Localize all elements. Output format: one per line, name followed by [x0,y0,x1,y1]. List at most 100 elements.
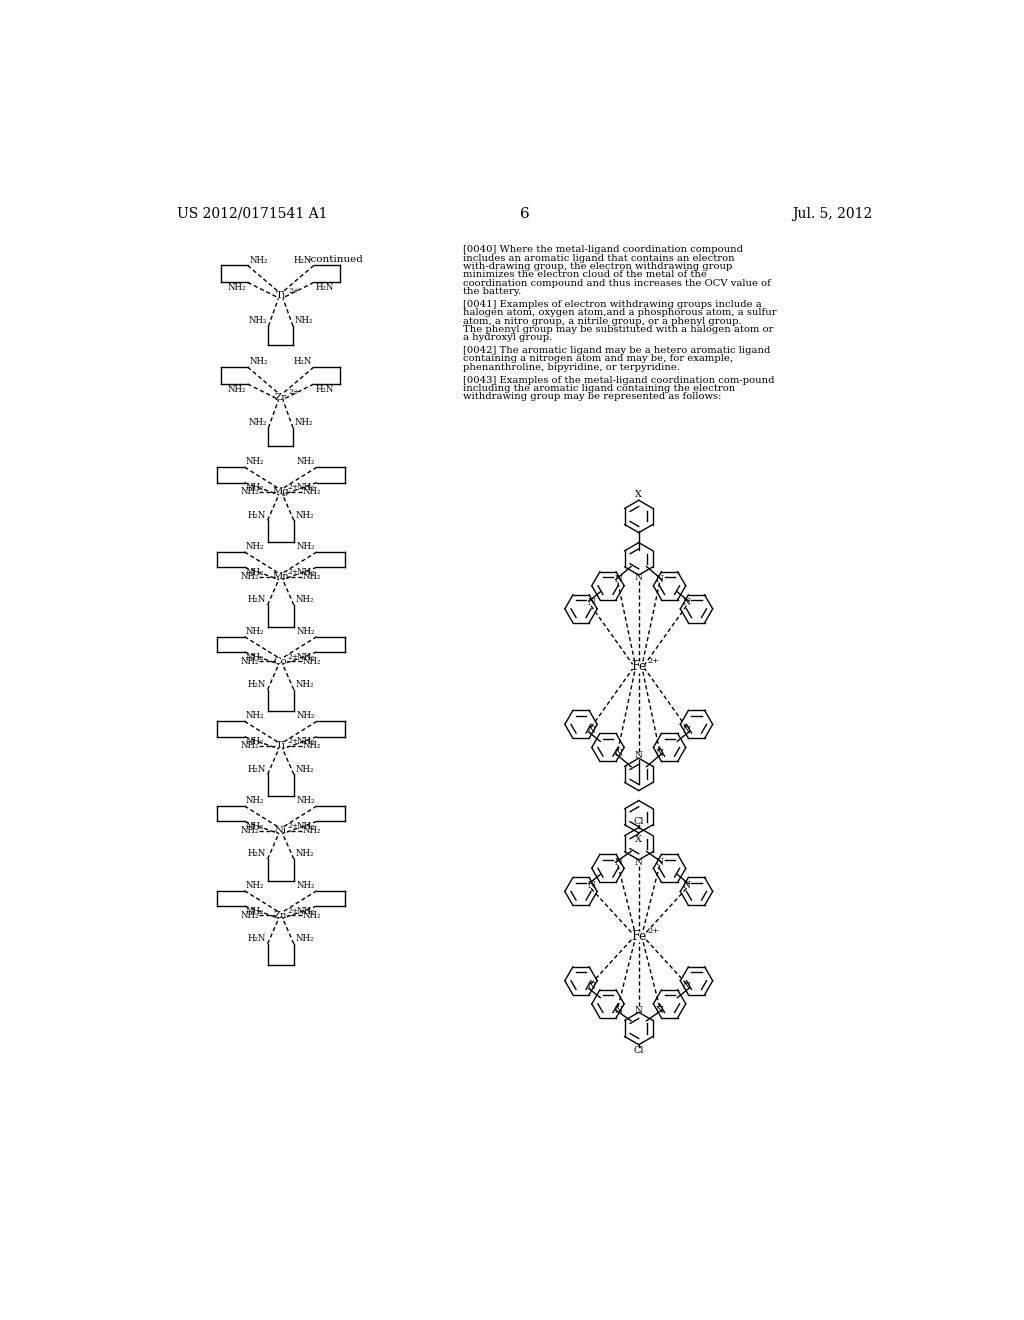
Text: withdrawing group may be represented as follows:: withdrawing group may be represented as … [463,392,722,401]
Text: NH₂: NH₂ [295,680,313,689]
Text: N: N [655,858,664,867]
Text: N: N [655,750,664,758]
Text: NH₂: NH₂ [297,822,315,832]
Text: Fe: Fe [631,929,646,942]
Text: NH₂: NH₂ [297,738,315,746]
Text: Mn: Mn [272,572,289,581]
Text: NH₂: NH₂ [302,657,321,665]
Text: [0042] The aromatic ligand may be a hetero aromatic ligand: [0042] The aromatic ligand may be a hete… [463,346,771,355]
Text: NH₂: NH₂ [241,742,259,750]
Text: NH₂: NH₂ [241,487,259,496]
Text: H₂N: H₂N [248,764,266,774]
Text: a hydroxyl group.: a hydroxyl group. [463,333,553,342]
Text: NH₂: NH₂ [295,935,313,942]
Text: NH₂: NH₂ [295,764,313,774]
Text: NH₂: NH₂ [297,907,315,916]
Text: NH₂: NH₂ [227,284,246,292]
Text: 2+: 2+ [288,907,299,915]
Text: NH₂: NH₂ [246,907,264,916]
Text: including the aromatic ligand containing the electron: including the aromatic ligand containing… [463,384,735,393]
Text: NH₂: NH₂ [295,595,313,605]
Text: NH₂: NH₂ [246,568,264,577]
Text: Mg: Mg [272,487,289,496]
Text: NH₂: NH₂ [246,458,264,466]
Text: Ni: Ni [274,826,287,836]
Text: Fe: Fe [631,660,646,673]
Text: NH₂: NH₂ [295,317,313,326]
Text: [0043] Examples of the metal-ligand coordination com-pound: [0043] Examples of the metal-ligand coor… [463,376,775,384]
Text: H₂N: H₂N [315,284,334,292]
Text: H₂N: H₂N [315,385,334,393]
Text: H₂N: H₂N [294,256,312,264]
Text: H₂N: H₂N [248,680,266,689]
Text: NH₂: NH₂ [246,880,264,890]
Text: 2+: 2+ [289,388,300,396]
Text: minimizes the electron cloud of the metal of the: minimizes the electron cloud of the meta… [463,271,708,280]
Text: The phenyl group may be substituted with a halogen atom or: The phenyl group may be substituted with… [463,325,773,334]
Text: Jul. 5, 2012: Jul. 5, 2012 [793,207,872,220]
Text: N: N [635,1006,643,1015]
Text: NH₂: NH₂ [246,822,264,832]
Text: Cl: Cl [634,1047,644,1055]
Text: NH₂: NH₂ [241,657,259,665]
Text: H₂N: H₂N [248,935,266,942]
Text: N: N [587,598,595,607]
Text: X: X [635,834,642,843]
Text: NH₂: NH₂ [241,826,259,836]
Text: US 2012/0171541 A1: US 2012/0171541 A1 [177,207,328,220]
Text: NH₂: NH₂ [249,317,267,326]
Text: N: N [614,858,622,867]
Text: NH₂: NH₂ [250,358,268,367]
Text: 2+: 2+ [288,738,299,746]
Text: NH₂: NH₂ [246,738,264,746]
Text: N: N [587,726,595,735]
Text: N: N [635,751,643,760]
Text: N: N [635,858,643,867]
Text: containing a nitrogen atom and may be, for example,: containing a nitrogen atom and may be, f… [463,355,733,363]
Text: NH₂: NH₂ [297,543,315,552]
Text: Co: Co [273,657,288,665]
Text: NH₂: NH₂ [241,572,259,581]
Text: N: N [614,576,622,583]
Text: N: N [655,576,664,583]
Text: atom, a nitro group, a nitrile group, or a phenyl group.: atom, a nitro group, a nitrile group, or… [463,317,741,326]
Text: with-drawing group, the electron withdrawing group: with-drawing group, the electron withdra… [463,263,732,271]
Text: 2+: 2+ [288,652,299,660]
Text: NH₂: NH₂ [302,572,321,581]
Text: NH₂: NH₂ [246,543,264,552]
Text: NH₂: NH₂ [297,653,315,661]
Text: [0041] Examples of electron withdrawing groups include a: [0041] Examples of electron withdrawing … [463,300,762,309]
Text: NH₂: NH₂ [302,826,321,836]
Text: NH₂: NH₂ [297,711,315,721]
Text: NH₂: NH₂ [295,849,313,858]
Text: N: N [683,982,690,991]
Text: phenanthroline, bipyridine, or terpyridine.: phenanthroline, bipyridine, or terpyridi… [463,363,680,372]
Text: 2+: 2+ [289,286,300,294]
Text: NH₂: NH₂ [246,711,264,721]
Text: N: N [614,1006,622,1015]
Text: N: N [655,1006,664,1015]
Text: coordination compound and thus increases the OCV value of: coordination compound and thus increases… [463,279,771,288]
Text: 2+: 2+ [288,483,299,491]
Text: Zr: Zr [274,392,287,401]
Text: N: N [635,573,643,582]
Text: N: N [614,750,622,758]
Text: 2+: 2+ [288,568,299,576]
Text: NH₂: NH₂ [246,483,264,492]
Text: NH₂: NH₂ [246,653,264,661]
Text: NH₂: NH₂ [246,627,264,636]
Text: NH₂: NH₂ [249,418,267,428]
Text: NH₂: NH₂ [297,458,315,466]
Text: halogen atom, oxygen atom,and a phosphorous atom, a sulfur: halogen atom, oxygen atom,and a phosphor… [463,309,777,317]
Text: N: N [683,598,690,607]
Text: Cl: Cl [634,817,644,826]
Text: Ti: Ti [275,290,286,300]
Text: NH₂: NH₂ [297,568,315,577]
Text: H₂N: H₂N [248,849,266,858]
Text: 2+: 2+ [647,657,659,665]
Text: NH₂: NH₂ [297,796,315,805]
Text: NH₂: NH₂ [295,418,313,428]
Text: 2+: 2+ [647,927,659,935]
Text: N: N [683,880,690,890]
Text: Ti: Ti [275,742,286,750]
